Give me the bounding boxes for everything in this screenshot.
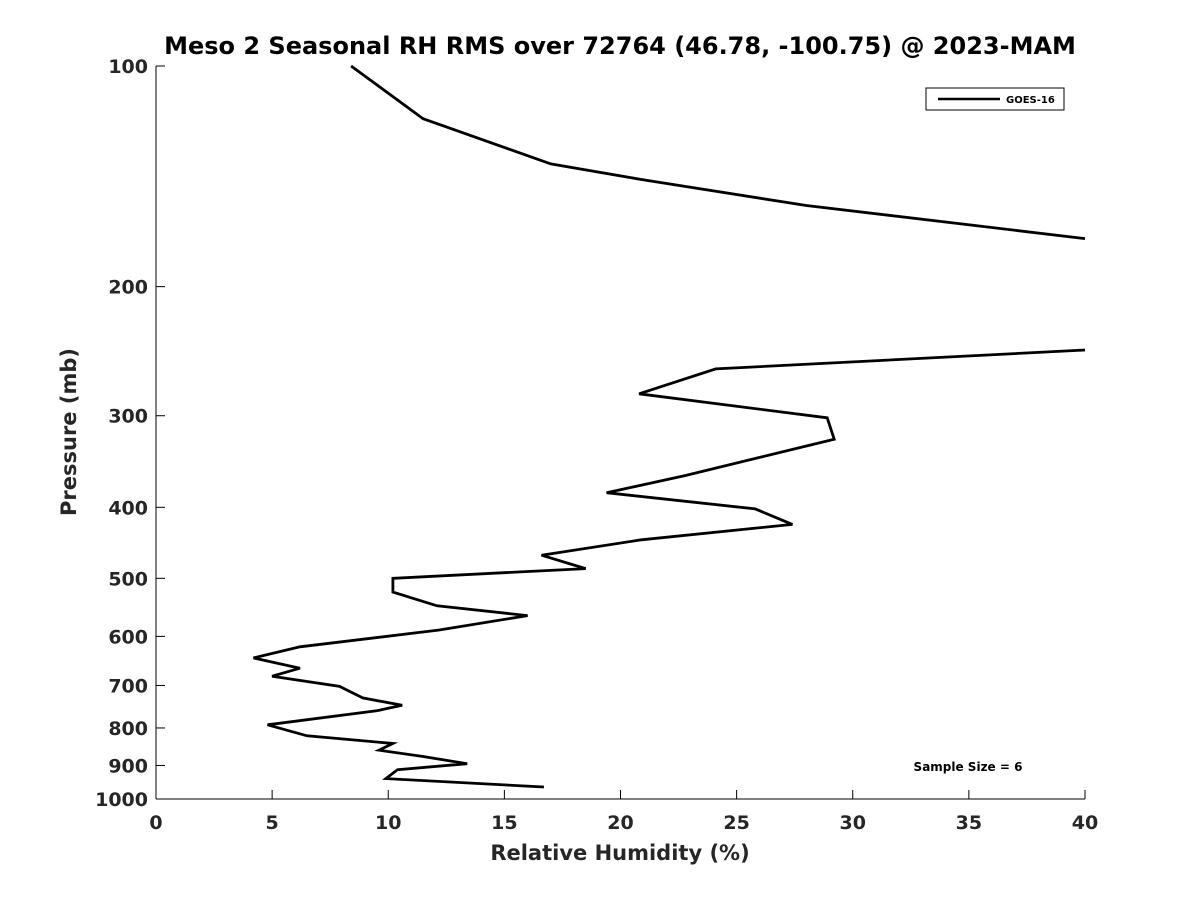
y-ticks: 100 200 300 400 500 600 700 800 900 1000 — [95, 56, 165, 811]
y-axis-label: Pressure (mb) — [57, 348, 81, 516]
legend-label: GOES-16 — [1006, 95, 1055, 106]
x-ticks: 0 5 10 15 20 25 30 35 40 — [149, 790, 1098, 834]
y-tick-label: 1000 — [95, 789, 148, 811]
chart-title: Meso 2 Seasonal RH RMS over 72764 (46.78… — [164, 32, 1076, 60]
x-tick-label: 5 — [266, 812, 279, 834]
series-line-goes-16 — [253, 64, 1086, 789]
x-axis-label: Relative Humidity (%) — [490, 841, 749, 865]
y-tick-label: 800 — [108, 718, 148, 740]
sample-size-annotation: Sample Size = 6 — [914, 760, 1023, 774]
y-tick-label: 200 — [108, 277, 148, 299]
x-tick-label: 30 — [840, 812, 866, 834]
x-tick-label: 35 — [956, 812, 982, 834]
x-tick-label: 10 — [375, 812, 401, 834]
y-tick-label: 600 — [108, 626, 148, 648]
y-tick-label: 900 — [108, 755, 148, 777]
y-tick-label: 300 — [108, 406, 148, 428]
y-tick-label: 400 — [108, 497, 148, 519]
x-tick-label: 40 — [1072, 812, 1098, 834]
x-tick-label: 15 — [491, 812, 517, 834]
series-layer — [253, 64, 1086, 789]
y-tick-label: 500 — [108, 568, 148, 590]
x-tick-label: 0 — [149, 812, 162, 834]
legend: GOES-16 — [925, 87, 1065, 111]
y-tick-label: 700 — [108, 675, 148, 697]
x-tick-label: 20 — [607, 812, 633, 834]
x-tick-label: 25 — [723, 812, 749, 834]
y-tick-label: 100 — [108, 56, 148, 78]
